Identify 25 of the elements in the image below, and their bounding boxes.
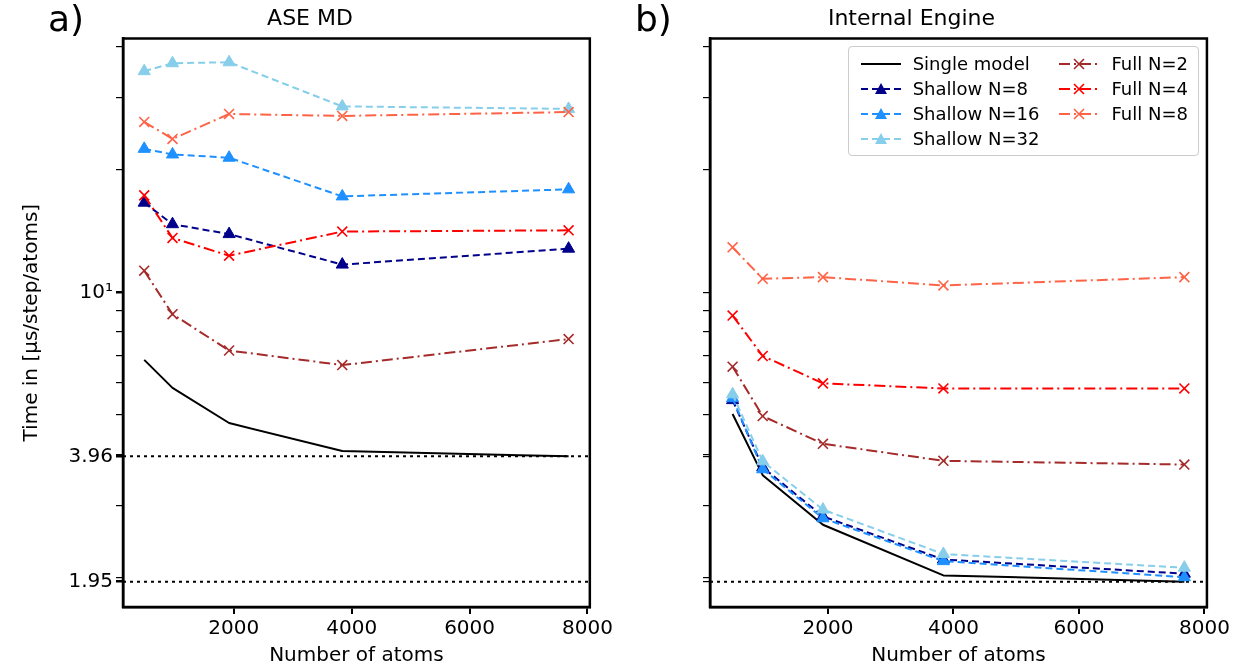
x-tick-label: 2000 [208, 615, 260, 640]
x-tick-label: 6000 [1053, 615, 1105, 640]
legend-label: Shallow N=8 [912, 78, 1028, 100]
y-tick-label: 1.95 [68, 567, 113, 592]
legend-label: Full N=2 [1111, 53, 1188, 75]
chart-title: ASE MD [267, 4, 353, 30]
text: b) [635, 0, 672, 40]
y-tick-label: 10¹ [79, 278, 113, 303]
y-axis-title: Time in [μs/step/atoms] [18, 203, 43, 443]
legend-label: Single model [912, 53, 1030, 75]
x-tick-label: 6000 [444, 615, 496, 640]
legend-label: Full N=4 [1111, 78, 1188, 100]
x-tick-label: 8000 [1178, 615, 1230, 640]
legend-label: Shallow N=16 [912, 103, 1040, 125]
x-tick-label: 4000 [927, 615, 979, 640]
legend-label: Full N=8 [1111, 103, 1188, 125]
chart-title: Internal Engine [827, 4, 996, 30]
x-tick-label: 4000 [326, 615, 378, 640]
y-tick-label: 3.96 [68, 442, 113, 467]
x-axis-title: Number of atoms [269, 642, 444, 667]
text: a) [48, 0, 85, 40]
legend-label: Shallow N=32 [912, 128, 1040, 150]
x-tick-label: 8000 [562, 615, 613, 640]
x-tick-label: 2000 [802, 615, 854, 640]
x-axis-title: Number of atoms [871, 642, 1046, 667]
